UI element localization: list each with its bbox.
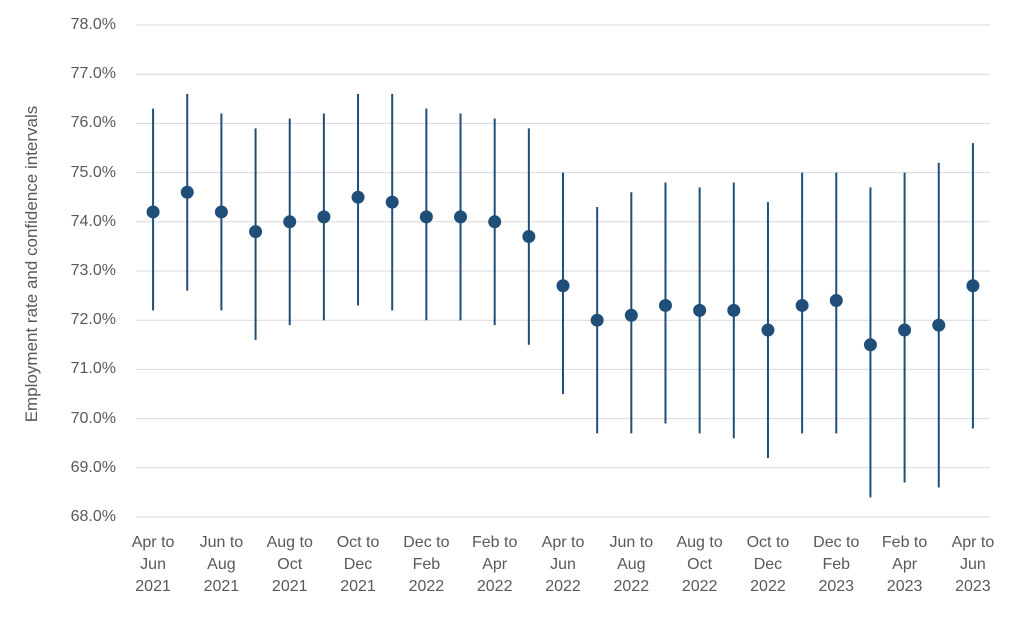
data-point xyxy=(556,279,570,293)
data-point xyxy=(761,323,775,337)
data-point xyxy=(488,215,502,229)
data-point xyxy=(454,210,468,224)
data-point xyxy=(180,185,194,199)
data-point xyxy=(351,190,365,204)
data-point xyxy=(146,205,160,219)
data-point xyxy=(693,303,707,317)
data-point xyxy=(214,205,228,219)
data-point xyxy=(795,298,809,312)
data-point xyxy=(249,225,263,239)
data-point xyxy=(419,210,433,224)
data-point xyxy=(283,215,297,229)
data-point xyxy=(590,313,604,327)
data-point xyxy=(863,338,877,352)
data-point xyxy=(317,210,331,224)
data-point xyxy=(624,308,638,322)
data-point xyxy=(829,294,843,308)
data-point xyxy=(522,230,536,244)
data-point xyxy=(727,303,741,317)
data-point xyxy=(966,279,980,293)
data-point xyxy=(932,318,946,332)
data-point xyxy=(385,195,399,209)
data-point xyxy=(898,323,912,337)
data-point xyxy=(658,298,672,312)
